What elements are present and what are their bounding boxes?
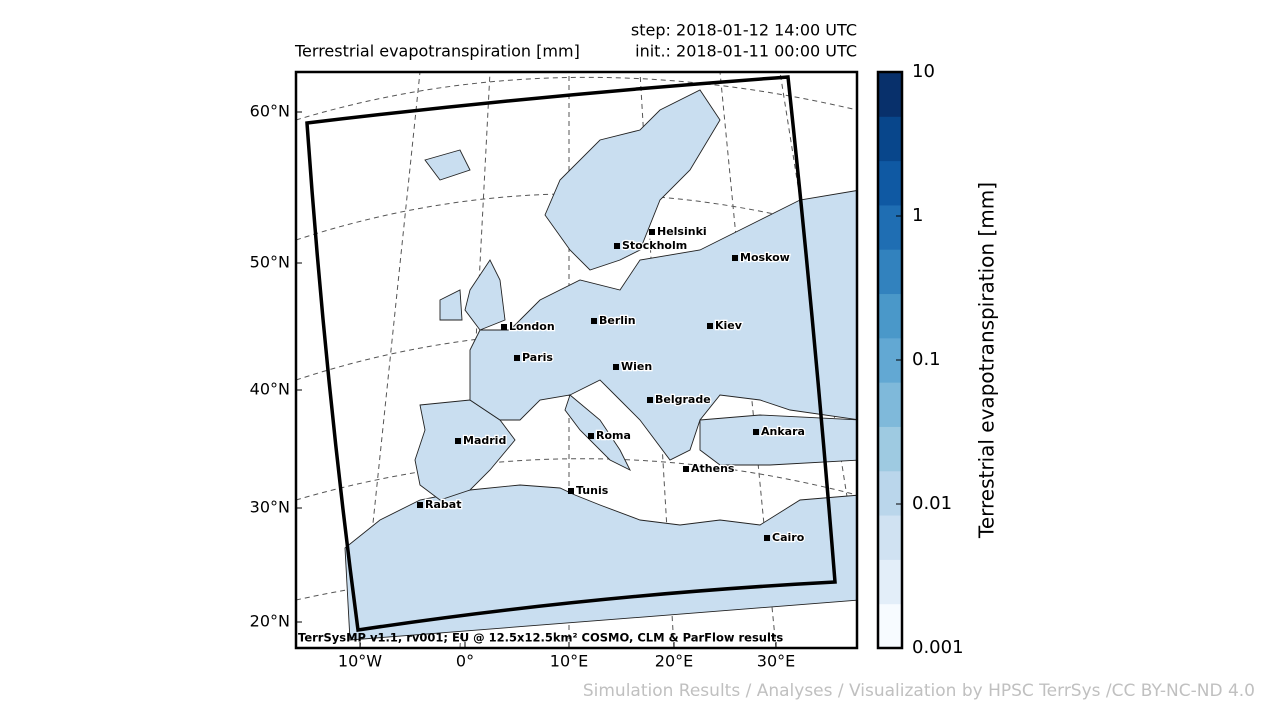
city-marker <box>568 488 574 494</box>
land <box>424 149 471 181</box>
colorbar-band <box>878 204 902 250</box>
colorbar-band <box>878 559 902 605</box>
city-label: Helsinki <box>657 225 707 238</box>
lat-label: 50°N <box>250 253 290 272</box>
city-marker <box>613 364 619 370</box>
lon-labels: 10°W 0° 10°E 20°E 30°E <box>338 642 795 671</box>
city-label: Kiev <box>715 319 743 332</box>
colorbar-band <box>878 160 902 206</box>
land <box>699 414 857 466</box>
city-marker <box>732 255 738 261</box>
city-marker <box>683 466 689 472</box>
city-label: London <box>509 320 555 333</box>
land <box>544 89 721 271</box>
lon-label: 30°E <box>757 652 795 671</box>
lat-label: 20°N <box>250 612 290 631</box>
city-marker <box>753 429 759 435</box>
land <box>439 289 463 321</box>
colorbar: 0.001 0.01 0.1 1 10 <box>876 61 964 658</box>
city-marker <box>417 502 423 508</box>
colorbar-band <box>878 116 902 162</box>
city-marker <box>707 323 713 329</box>
colorbar-tick-label: 0.1 <box>912 349 941 370</box>
city-label: Wien <box>621 360 652 373</box>
map-title: Terrestrial evapotranspiration [mm] <box>294 42 580 61</box>
lat-label: 60°N <box>250 102 290 121</box>
colorbar-tick-label: 0.01 <box>912 493 952 514</box>
city-label: Ankara <box>761 425 805 438</box>
step-time: step: 2018-01-12 14:00 UTC <box>631 21 857 40</box>
city-label: Rabat <box>425 498 461 511</box>
land <box>469 190 857 461</box>
lon-label: 0° <box>456 652 474 671</box>
land <box>344 484 857 641</box>
city-marker <box>614 243 620 249</box>
city-label: Cairo <box>772 531 805 544</box>
map: 60°N50°N40°N30°N20°N 10°W 0° 10°E 20°E 30°E … <box>250 70 859 671</box>
city-label: Tunis <box>576 484 609 497</box>
city-label: Athens <box>691 462 735 475</box>
lon-label: 10°E <box>550 652 588 671</box>
colorbar-band <box>878 603 902 649</box>
city-marker <box>591 318 597 324</box>
attribution: Simulation Results / Analyses / Visualiz… <box>583 681 1255 701</box>
init-time: init.: 2018-01-11 00:00 UTC <box>635 42 857 61</box>
city-marker <box>514 355 520 361</box>
lat-labels: 60°N 50°N 40°N 30°N 20°N <box>250 102 302 631</box>
colorbar-band <box>878 249 902 295</box>
city-label: Paris <box>522 351 553 364</box>
city-marker <box>764 535 770 541</box>
colorbar-band <box>878 382 902 427</box>
colorbar-band <box>878 72 902 117</box>
city-marker <box>455 438 461 444</box>
city-marker <box>647 397 653 403</box>
lat-label: 30°N <box>250 498 290 517</box>
colorbar-band <box>878 293 902 339</box>
city-label: Berlin <box>599 314 636 327</box>
lat-label: 40°N <box>250 380 290 399</box>
map-frame <box>294 70 859 650</box>
colorbar-band <box>878 470 902 516</box>
city-marker <box>501 324 507 330</box>
city-label: Belgrade <box>655 393 711 406</box>
city-label: Madrid <box>463 434 506 447</box>
lon-label: 20°E <box>655 652 693 671</box>
colorbar-band <box>878 515 902 560</box>
colorbar-tick-label: 0.001 <box>912 637 964 658</box>
city-label: Moskow <box>740 251 790 264</box>
colorbar-band <box>878 426 902 472</box>
lon-label: 10°W <box>338 652 382 671</box>
land <box>564 394 632 472</box>
city-marker <box>588 433 594 439</box>
city-label: Stockholm <box>622 239 687 252</box>
colorbar-tick-label: 10 <box>912 61 935 82</box>
city-label: Roma <box>596 429 631 442</box>
city-marker <box>649 229 655 235</box>
map-footer: TerrSysMP v1.1, rv001; EU @ 12.5x12.5km²… <box>298 631 783 645</box>
domain-boundary <box>305 75 837 632</box>
land <box>464 259 506 331</box>
colorbar-label: Terrestrial evapotranspiration [mm] <box>975 182 999 539</box>
colorbar-tick-label: 1 <box>912 205 923 226</box>
